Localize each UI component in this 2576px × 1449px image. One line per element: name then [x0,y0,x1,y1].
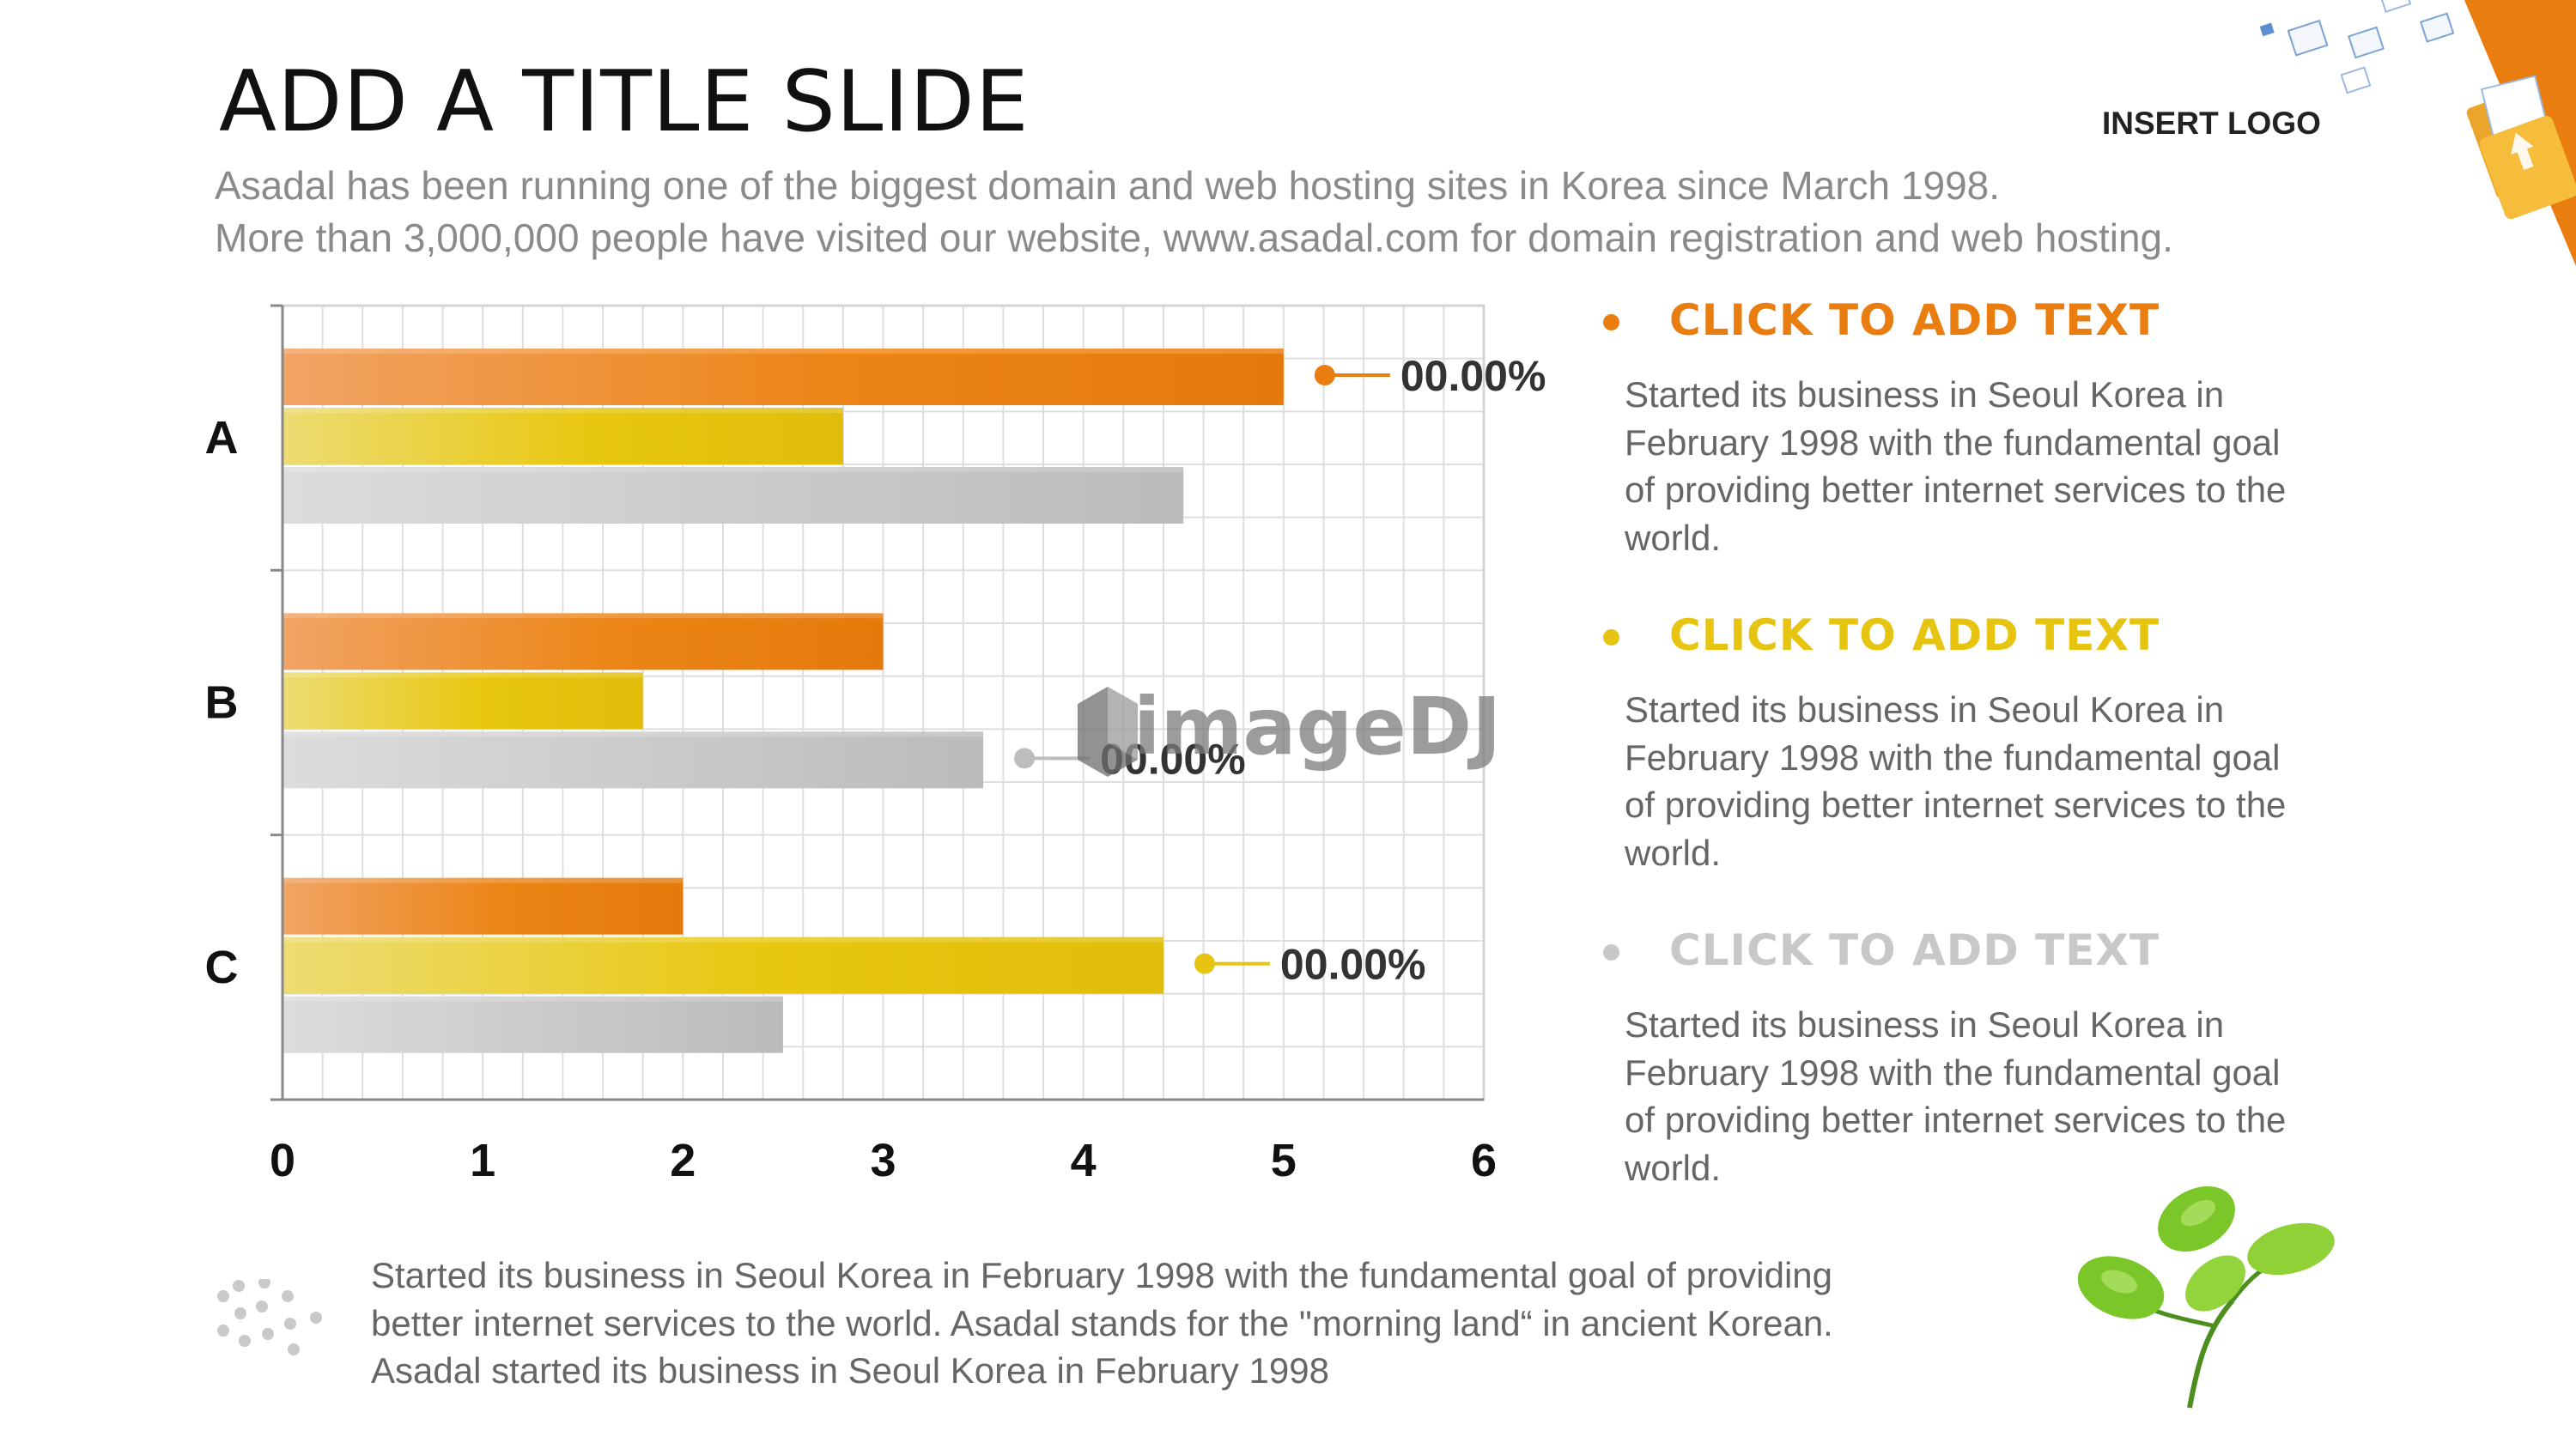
dots-decoration-icon [217,1279,322,1355]
insert-logo-placeholder[interactable]: INSERT LOGO [2102,106,2321,141]
bullet-title[interactable]: CLICK TO ADD TEXT [1669,295,2160,345]
bar-a-series-3 [283,467,1184,524]
x-tick-label: 2 [670,1135,696,1186]
watermark-text: imageDJ [1133,681,1501,773]
bar-highlight [283,349,1284,354]
chart-axes: A B C 0 1 2 3 4 5 6 [205,304,1497,1186]
bar-highlight [283,937,1163,943]
bullet-heading: CLICK TO ADD TEXT [1597,610,2370,670]
bullet-block-3[interactable]: CLICK TO ADD TEXT Started its business i… [1597,925,2370,1191]
bar-highlight [283,613,884,619]
subtitle-line-2: More than 3,000,000 people have visited … [215,215,2173,260]
bar-highlight [283,408,843,413]
x-tick-label: 5 [1271,1135,1297,1186]
bar-c-series-2 [283,937,1163,994]
bullet-block-2[interactable]: CLICK TO ADD TEXT Started its business i… [1597,610,2370,876]
bar-highlight [283,996,783,1002]
bar-b-series-1 [283,613,884,670]
bullet-heading: CLICK TO ADD TEXT [1597,925,2370,985]
bar-b-series-3 [283,731,984,789]
bullet-title[interactable]: CLICK TO ADD TEXT [1669,610,2160,660]
bar-highlight [283,672,643,678]
bar-c-series-3 [283,996,783,1053]
x-tick-label: 4 [1071,1135,1097,1186]
chart-annotations: 00.00%00.00%00.00% [1014,352,1546,989]
x-tick-label: 6 [1471,1135,1497,1186]
bar-highlight [283,877,683,883]
subtitle-line-1: Asadal has been running one of the bigge… [215,163,2001,208]
bar-c-series-1 [283,877,683,935]
bullet-dot-icon [1603,314,1619,330]
annotation-label-3: 00.00% [1280,941,1426,989]
x-tick-label: 1 [470,1135,495,1186]
x-tick-label: 3 [870,1135,896,1186]
slide-subtitle[interactable]: Asadal has been running one of the bigge… [215,160,2173,264]
annotation-label-1: 00.00% [1400,352,1546,400]
bullet-heading: CLICK TO ADD TEXT [1597,295,2370,355]
folder-documents-icon [2259,0,2576,266]
bullet-title[interactable]: CLICK TO ADD TEXT [1669,925,2160,975]
bullet-body[interactable]: Started its business in Seoul Korea in F… [1625,689,2287,873]
slide-title[interactable]: ADD A TITLE SLIDE [219,53,1030,151]
bar-a-series-1 [283,349,1284,405]
bar-highlight [283,467,1184,472]
bar-b-series-2 [283,672,643,730]
category-label-c: C [205,942,239,993]
chart-bars [283,349,1284,1053]
category-label-b: B [205,677,239,729]
bullet-body[interactable]: Started its business in Seoul Korea in F… [1625,374,2287,558]
footer-text[interactable]: Started its business in Seoul Korea in F… [371,1255,1833,1391]
bullet-body[interactable]: Started its business in Seoul Korea in F… [1625,1004,2287,1188]
category-label-a: A [205,412,239,464]
x-tick-label: 0 [270,1135,295,1186]
sprout-icon [2077,1186,2335,1409]
watermark: imageDJ [1078,681,1501,777]
bullet-dot-icon [1603,944,1619,961]
bullet-block-1[interactable]: CLICK TO ADD TEXT Started its business i… [1597,295,2370,561]
bar-highlight [283,731,984,737]
bullet-dot-icon [1603,629,1619,646]
bar-a-series-2 [283,408,843,464]
